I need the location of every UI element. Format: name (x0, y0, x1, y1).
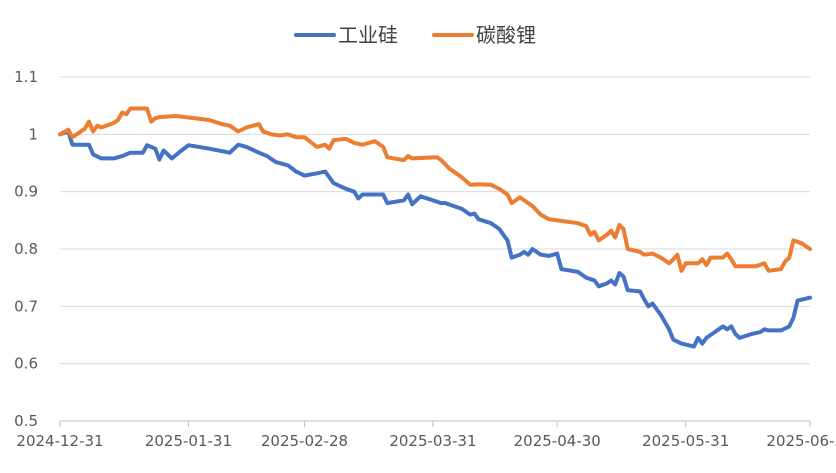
y-tick-label: 0.5 (14, 412, 38, 430)
series-layer (58, 106, 812, 349)
series-line (58, 129, 812, 349)
x-tick-label: 2025-01-31 (145, 432, 232, 450)
y-tick-label: 0.8 (14, 240, 38, 258)
y-tick-label: 1.1 (14, 68, 38, 86)
legend: 工业硅 碳酸锂 (294, 23, 536, 47)
axis-layer: 0.5 0.6 0.7 0.8 0.9 1 1.1 2024-12-31 2025-01-31 2… (14, 68, 836, 450)
y-tick-label: 1 (28, 125, 38, 143)
y-tick-label: 0.6 (14, 355, 38, 373)
series-line (58, 106, 812, 273)
y-tick-label: 0.7 (14, 297, 38, 315)
x-tick-label: 2024-12-31 (16, 432, 103, 450)
legend-label: 工业硅 (338, 23, 398, 47)
x-tick-label: 2025-05-31 (642, 432, 729, 450)
x-tick-label: 2025-06-30 (766, 432, 836, 450)
x-tick-label: 2025-04-30 (514, 432, 601, 450)
x-tick-label: 2025-02-28 (261, 432, 348, 450)
x-tick-label: 2025-03-31 (389, 432, 476, 450)
legend-label: 碳酸锂 (476, 23, 536, 47)
grid-layer (60, 76, 810, 365)
y-tick-label: 0.9 (14, 183, 38, 201)
